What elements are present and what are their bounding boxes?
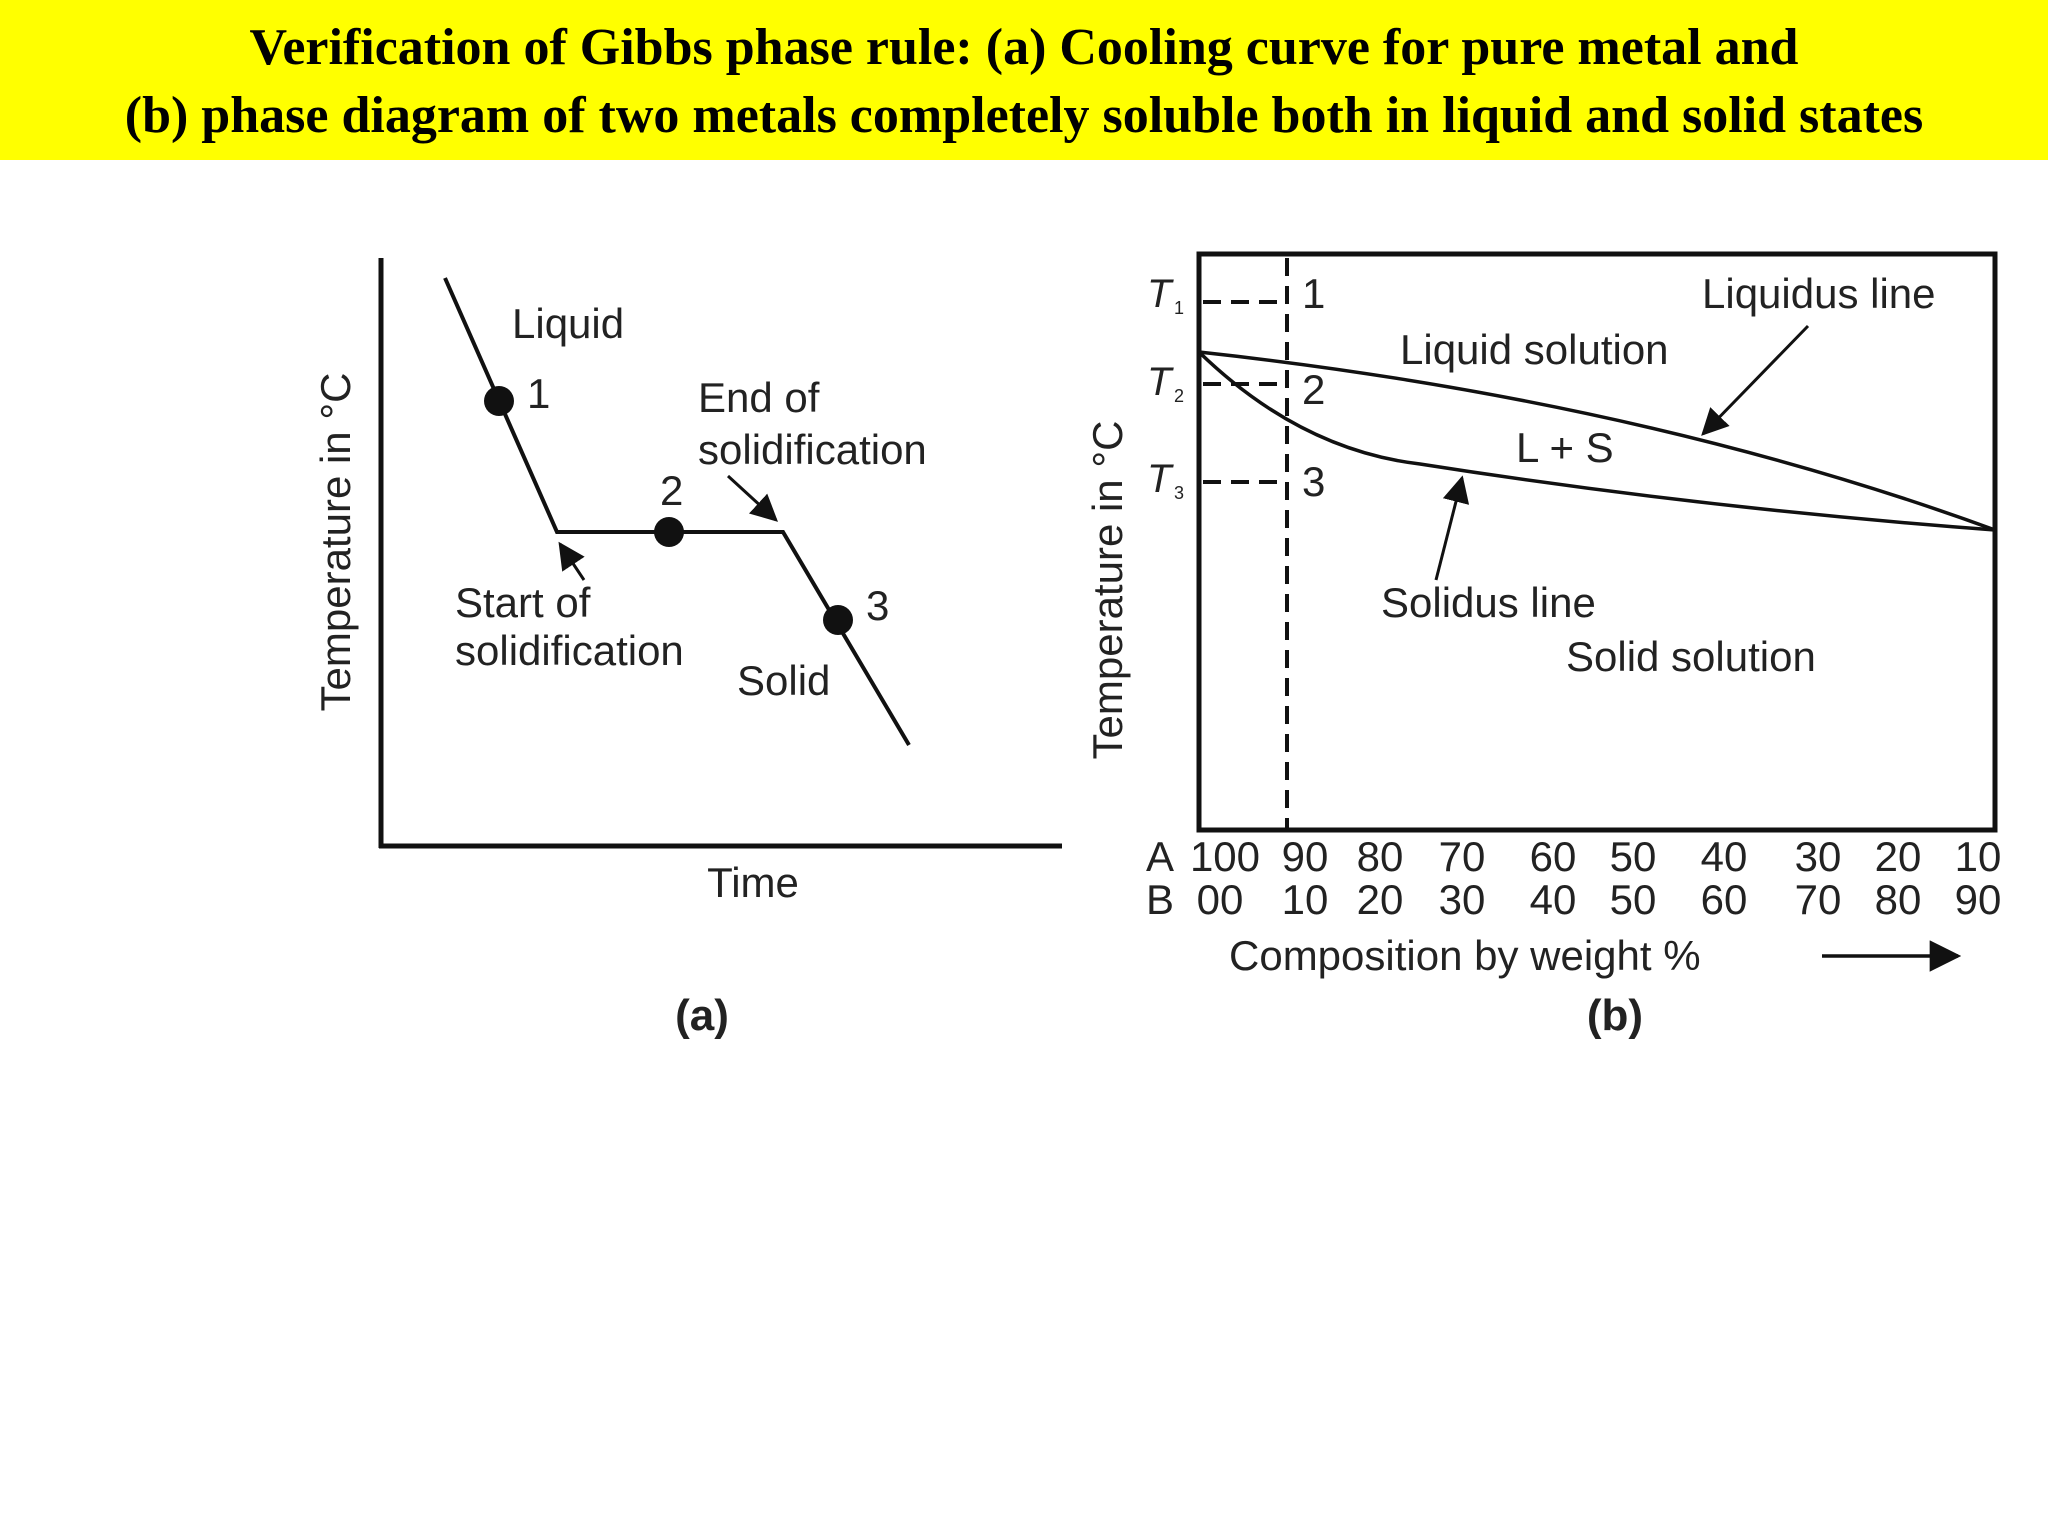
row-a-tick-9: 10 xyxy=(1955,833,2002,880)
row-a-tick-4: 60 xyxy=(1530,833,1577,880)
row-a-tick-1: 90 xyxy=(1282,833,1329,880)
b-caption: (b) xyxy=(1587,991,1643,1040)
liquid-solution-label: Liquid solution xyxy=(1400,326,1669,373)
a-point-3-marker xyxy=(823,605,853,635)
b-t2-label: T xyxy=(1147,360,1174,404)
phase-diagram: T 1 T 2 T 3 1 2 3 Liquidus line Liquid s… xyxy=(1084,251,2002,1040)
a-y-axis-label: Temperature in °C xyxy=(312,373,359,712)
end-solidification-arrow xyxy=(726,474,778,522)
row-b-tick-3: 30 xyxy=(1439,876,1486,923)
liquidus-curve xyxy=(1198,350,1996,532)
b-plot-frame xyxy=(1196,251,1998,833)
start-of-solidification-line2: solidification xyxy=(455,627,684,674)
row-a-tick-0: 100 xyxy=(1190,833,1260,880)
row-b-tick-2: 20 xyxy=(1357,876,1404,923)
a-point-2-label: 2 xyxy=(660,467,683,514)
row-a-tick-3: 70 xyxy=(1439,833,1486,880)
b-point-2-label: 2 xyxy=(1302,366,1325,413)
liquidus-line-label: Liquidus line xyxy=(1702,270,1936,317)
b-t1-sub: 1 xyxy=(1174,298,1184,318)
b-x-axis-label: Composition by weight % xyxy=(1229,932,1701,979)
row-a-tick-2: 80 xyxy=(1357,833,1404,880)
row-b-tick-0: 00 xyxy=(1197,876,1244,923)
solid-solution-label: Solid solution xyxy=(1566,633,1816,680)
solidus-pointer-arrow xyxy=(1434,475,1470,581)
l-plus-s-label: L + S xyxy=(1516,424,1614,471)
row-b-name: B xyxy=(1146,876,1174,923)
a-point-1-label: 1 xyxy=(527,370,550,417)
end-of-solidification-line2: solidification xyxy=(698,426,927,473)
row-b-tick-4: 40 xyxy=(1530,876,1577,923)
b-y-axis-label: Temperature in °C xyxy=(1084,421,1131,760)
b-point-3-label: 3 xyxy=(1302,458,1325,505)
row-a-tick-6: 40 xyxy=(1701,833,1748,880)
b-t3-label: T xyxy=(1147,457,1174,501)
row-b-tick-1: 10 xyxy=(1282,876,1329,923)
liquid-label: Liquid xyxy=(512,300,624,347)
row-b-tick-6: 60 xyxy=(1701,876,1748,923)
b-point-1-label: 1 xyxy=(1302,270,1325,317)
b-t3-sub: 3 xyxy=(1174,483,1184,503)
start-solidification-arrow xyxy=(558,541,586,581)
cooling-curve-diagram: 1 2 3 Liquid End of solidification Start… xyxy=(312,258,1062,1040)
a-point-1-marker xyxy=(484,386,514,416)
row-b-ticks: 00 10 20 30 40 50 60 70 80 90 xyxy=(1197,876,2002,923)
b-t2-sub: 2 xyxy=(1174,386,1184,406)
a-caption: (a) xyxy=(675,991,729,1040)
solid-label: Solid xyxy=(737,657,830,704)
solidus-line-label: Solidus line xyxy=(1381,579,1596,626)
row-a-tick-8: 20 xyxy=(1875,833,1922,880)
a-point-2-marker xyxy=(654,517,684,547)
title-line-2: (b) phase diagram of two metals complete… xyxy=(124,87,1924,144)
liquidus-pointer-arrow xyxy=(1701,324,1810,436)
row-a-name: A xyxy=(1146,833,1174,880)
row-b-tick-7: 70 xyxy=(1795,876,1842,923)
a-point-3-label: 3 xyxy=(866,582,889,629)
end-of-solidification-line1: End of xyxy=(698,374,820,421)
title-line-1: Verification of Gibbs phase rule: (a) Co… xyxy=(249,19,1799,76)
title-banner: Verification of Gibbs phase rule: (a) Co… xyxy=(0,0,2048,160)
b-t1-label: T xyxy=(1147,272,1174,316)
a-x-axis-label: Time xyxy=(707,859,799,906)
row-a-tick-5: 50 xyxy=(1610,833,1657,880)
row-b-tick-9: 90 xyxy=(1955,876,2002,923)
row-a-tick-7: 30 xyxy=(1795,833,1842,880)
row-b-tick-5: 50 xyxy=(1610,876,1657,923)
solidus-curve xyxy=(1197,350,1996,532)
row-a-ticks: 100 90 80 70 60 50 40 30 20 10 xyxy=(1190,833,2001,880)
start-of-solidification-line1: Start of xyxy=(455,579,591,626)
row-b-tick-8: 80 xyxy=(1875,876,1922,923)
